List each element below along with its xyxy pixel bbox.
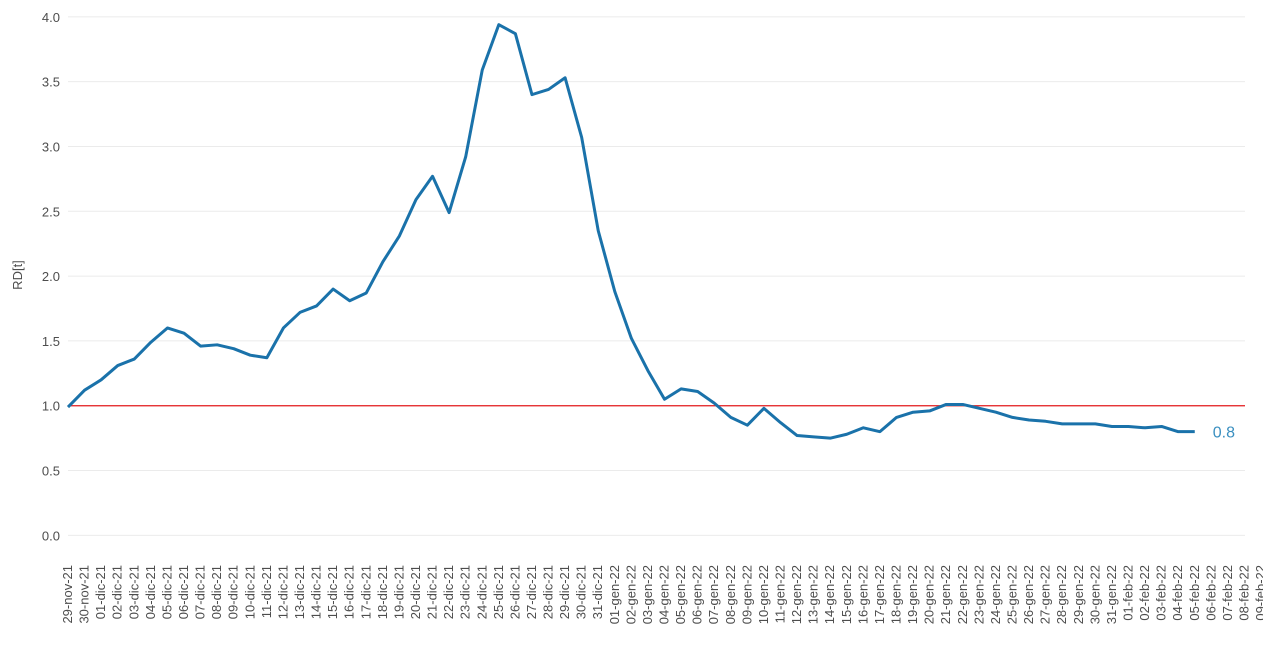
x-tick-label: 14-gen-22 bbox=[822, 565, 837, 624]
x-tick-label: 02-dic-21 bbox=[110, 565, 125, 619]
x-tick-label: 21-dic-21 bbox=[425, 565, 440, 619]
x-tick-label: 26-dic-21 bbox=[507, 565, 522, 619]
x-tick-label: 04-dic-21 bbox=[143, 565, 158, 619]
x-tick-label: 06-dic-21 bbox=[176, 565, 191, 619]
x-tick-label: 20-dic-21 bbox=[408, 565, 423, 619]
x-tick-label: 08-gen-22 bbox=[723, 565, 738, 624]
x-tick-label: 13-gen-22 bbox=[806, 565, 821, 624]
x-tick-label: 04-gen-22 bbox=[657, 565, 672, 624]
x-tick-label: 07-gen-22 bbox=[706, 565, 721, 624]
x-tick-label: 09-feb-22 bbox=[1253, 565, 1263, 621]
x-tick-label: 24-dic-21 bbox=[474, 565, 489, 619]
x-tick-label: 06-feb-22 bbox=[1203, 565, 1218, 621]
x-tick-label: 30-gen-22 bbox=[1087, 565, 1102, 624]
x-tick-label: 19-dic-21 bbox=[391, 565, 406, 619]
y-tick-label: 1.0 bbox=[42, 399, 60, 414]
x-tick-label: 30-nov-21 bbox=[77, 565, 92, 624]
x-tick-label: 11-dic-21 bbox=[259, 565, 274, 618]
x-tick-label: 18-gen-22 bbox=[889, 565, 904, 624]
x-tick-label: 22-gen-22 bbox=[955, 565, 970, 624]
y-tick-label: 3.0 bbox=[42, 139, 60, 154]
x-tick-label: 19-gen-22 bbox=[905, 565, 920, 624]
x-tick-label: 05-feb-22 bbox=[1187, 565, 1202, 621]
x-tick-label: 22-dic-21 bbox=[441, 565, 456, 619]
x-tick-label: 31-dic-21 bbox=[590, 565, 605, 619]
y-axis-title: RD[t] bbox=[10, 260, 25, 290]
x-tick-label: 16-gen-22 bbox=[855, 565, 870, 624]
x-tick-label: 27-gen-22 bbox=[1038, 565, 1053, 624]
x-tick-label: 09-dic-21 bbox=[226, 565, 241, 619]
x-tick-label: 03-gen-22 bbox=[640, 565, 655, 624]
x-tick-label: 04-feb-22 bbox=[1170, 565, 1185, 621]
x-tick-label: 12-gen-22 bbox=[789, 565, 804, 624]
x-tick-label: 13-dic-21 bbox=[292, 565, 307, 619]
x-tick-label: 24-gen-22 bbox=[988, 565, 1003, 624]
x-tick-label: 20-gen-22 bbox=[922, 565, 937, 624]
y-tick-label: 4.0 bbox=[42, 10, 60, 25]
x-tick-label: 05-gen-22 bbox=[673, 565, 688, 624]
x-tick-label: 01-dic-21 bbox=[93, 565, 108, 619]
x-tick-label: 07-dic-21 bbox=[193, 565, 208, 619]
x-tick-label: 28-gen-22 bbox=[1054, 565, 1069, 624]
x-tick-label: 05-dic-21 bbox=[159, 565, 174, 619]
x-tick-label: 31-gen-22 bbox=[1104, 565, 1119, 624]
x-tick-label: 26-gen-22 bbox=[1021, 565, 1036, 624]
x-tick-label: 23-gen-22 bbox=[971, 565, 986, 624]
y-tick-label: 2.0 bbox=[42, 269, 60, 284]
x-tick-label: 10-gen-22 bbox=[756, 565, 771, 624]
x-tick-label: 23-dic-21 bbox=[458, 565, 473, 619]
x-tick-label: 08-dic-21 bbox=[209, 565, 224, 619]
x-tick-label: 29-dic-21 bbox=[557, 565, 572, 619]
x-tick-label: 11-gen-22 bbox=[773, 565, 788, 623]
x-tick-label: 12-dic-21 bbox=[275, 565, 290, 619]
x-tick-label: 30-dic-21 bbox=[574, 565, 589, 619]
x-tick-label: 02-gen-22 bbox=[623, 565, 638, 624]
data-line bbox=[66, 23, 1195, 440]
y-tick-label: 2.5 bbox=[42, 204, 60, 219]
x-tick-label: 03-feb-22 bbox=[1154, 565, 1169, 621]
x-tick-label: 09-gen-22 bbox=[739, 565, 754, 624]
x-tick-label: 25-gen-22 bbox=[1004, 565, 1019, 624]
x-tick-label: 06-gen-22 bbox=[690, 565, 705, 624]
x-tick-label: 21-gen-22 bbox=[938, 565, 953, 624]
y-tick-label: 0.0 bbox=[42, 528, 60, 543]
x-tick-label: 07-feb-22 bbox=[1220, 565, 1235, 621]
x-tick-label: 10-dic-21 bbox=[242, 565, 257, 619]
x-tick-label: 01-feb-22 bbox=[1120, 565, 1135, 621]
x-tick-label: 17-dic-21 bbox=[358, 565, 373, 619]
x-tick-label: 03-dic-21 bbox=[126, 565, 141, 619]
x-tick-label: 01-gen-22 bbox=[607, 565, 622, 624]
end-label: 0.8 bbox=[1213, 425, 1235, 442]
x-tick-label: 02-feb-22 bbox=[1137, 565, 1152, 621]
x-tick-label: 17-gen-22 bbox=[872, 565, 887, 624]
x-tick-label: 18-dic-21 bbox=[375, 565, 390, 619]
x-tick-label: 14-dic-21 bbox=[309, 565, 324, 619]
x-tick-label: 08-feb-22 bbox=[1236, 565, 1251, 621]
y-tick-label: 0.5 bbox=[42, 464, 60, 479]
x-tick-label: 29-gen-22 bbox=[1071, 565, 1086, 624]
x-tick-label: 15-gen-22 bbox=[839, 565, 854, 624]
x-tick-label: 27-dic-21 bbox=[524, 565, 539, 619]
x-tick-label: 15-dic-21 bbox=[325, 565, 340, 619]
x-tick-label: 16-dic-21 bbox=[342, 565, 357, 619]
x-tick-label: 29-nov-21 bbox=[60, 565, 75, 624]
y-tick-label: 3.5 bbox=[42, 75, 60, 90]
x-tick-label: 28-dic-21 bbox=[541, 565, 556, 619]
y-tick-label: 1.5 bbox=[42, 334, 60, 349]
x-tick-label: 25-dic-21 bbox=[491, 565, 506, 619]
